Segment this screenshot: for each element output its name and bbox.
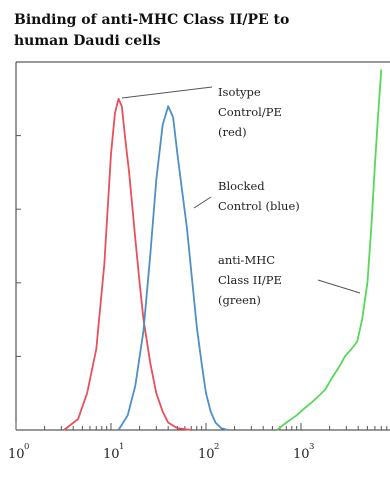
x-axis-ticks: 10 0 10 1 10 2 10 3 xyxy=(8,442,314,462)
x-tick-label-base-1: 10 xyxy=(103,447,120,462)
annotation-leader-1 xyxy=(121,86,213,99)
annotation-leader-3 xyxy=(317,279,361,294)
annotation-1: Isotype Control/PE (red) xyxy=(218,85,282,139)
annotation-3-line-2: Class II/PE xyxy=(218,273,282,287)
annotation-3-line-1: anti-MHC xyxy=(218,253,275,267)
annotation-3-line-3: (green) xyxy=(218,293,261,307)
annotation-3: anti-MHC Class II/PE (green) xyxy=(218,253,282,307)
annotation-1-line-1: Isotype xyxy=(218,85,261,99)
series-line-3 xyxy=(276,69,383,431)
x-tick-label-base-3: 10 xyxy=(293,447,310,462)
chart-title-line-2: human Daudi cells xyxy=(14,33,161,49)
x-tick-label-exp-0: 0 xyxy=(24,442,29,452)
annotation-leader-2 xyxy=(193,196,212,209)
annotation-2: Blocked Control (blue) xyxy=(218,179,300,213)
chart-title-line-1: Binding of anti-MHC Class II/PE to xyxy=(14,12,290,28)
x-tick-label-exp-2: 2 xyxy=(214,442,219,452)
series-line-1 xyxy=(63,97,192,431)
x-tick-label-base-0: 10 xyxy=(8,447,25,462)
annotation-2-line-2: Control (blue) xyxy=(218,199,300,213)
x-tick-label-exp-1: 1 xyxy=(119,442,124,452)
x-tick-label-exp-3: 3 xyxy=(309,442,314,452)
x-tick-label-base-2: 10 xyxy=(198,447,215,462)
chart-title: Binding of anti-MHC Class II/PE to human… xyxy=(14,10,374,52)
series-line-2 xyxy=(117,105,229,431)
series-layer xyxy=(63,69,383,431)
plot-frame xyxy=(15,61,390,431)
annotation-1-line-2: Control/PE xyxy=(218,105,282,119)
annotation-1-line-3: (red) xyxy=(218,125,247,139)
annotation-layer: Isotype Control/PE (red) Blocked Control (bl… xyxy=(121,85,361,307)
annotation-2-line-1: Blocked xyxy=(218,179,265,193)
